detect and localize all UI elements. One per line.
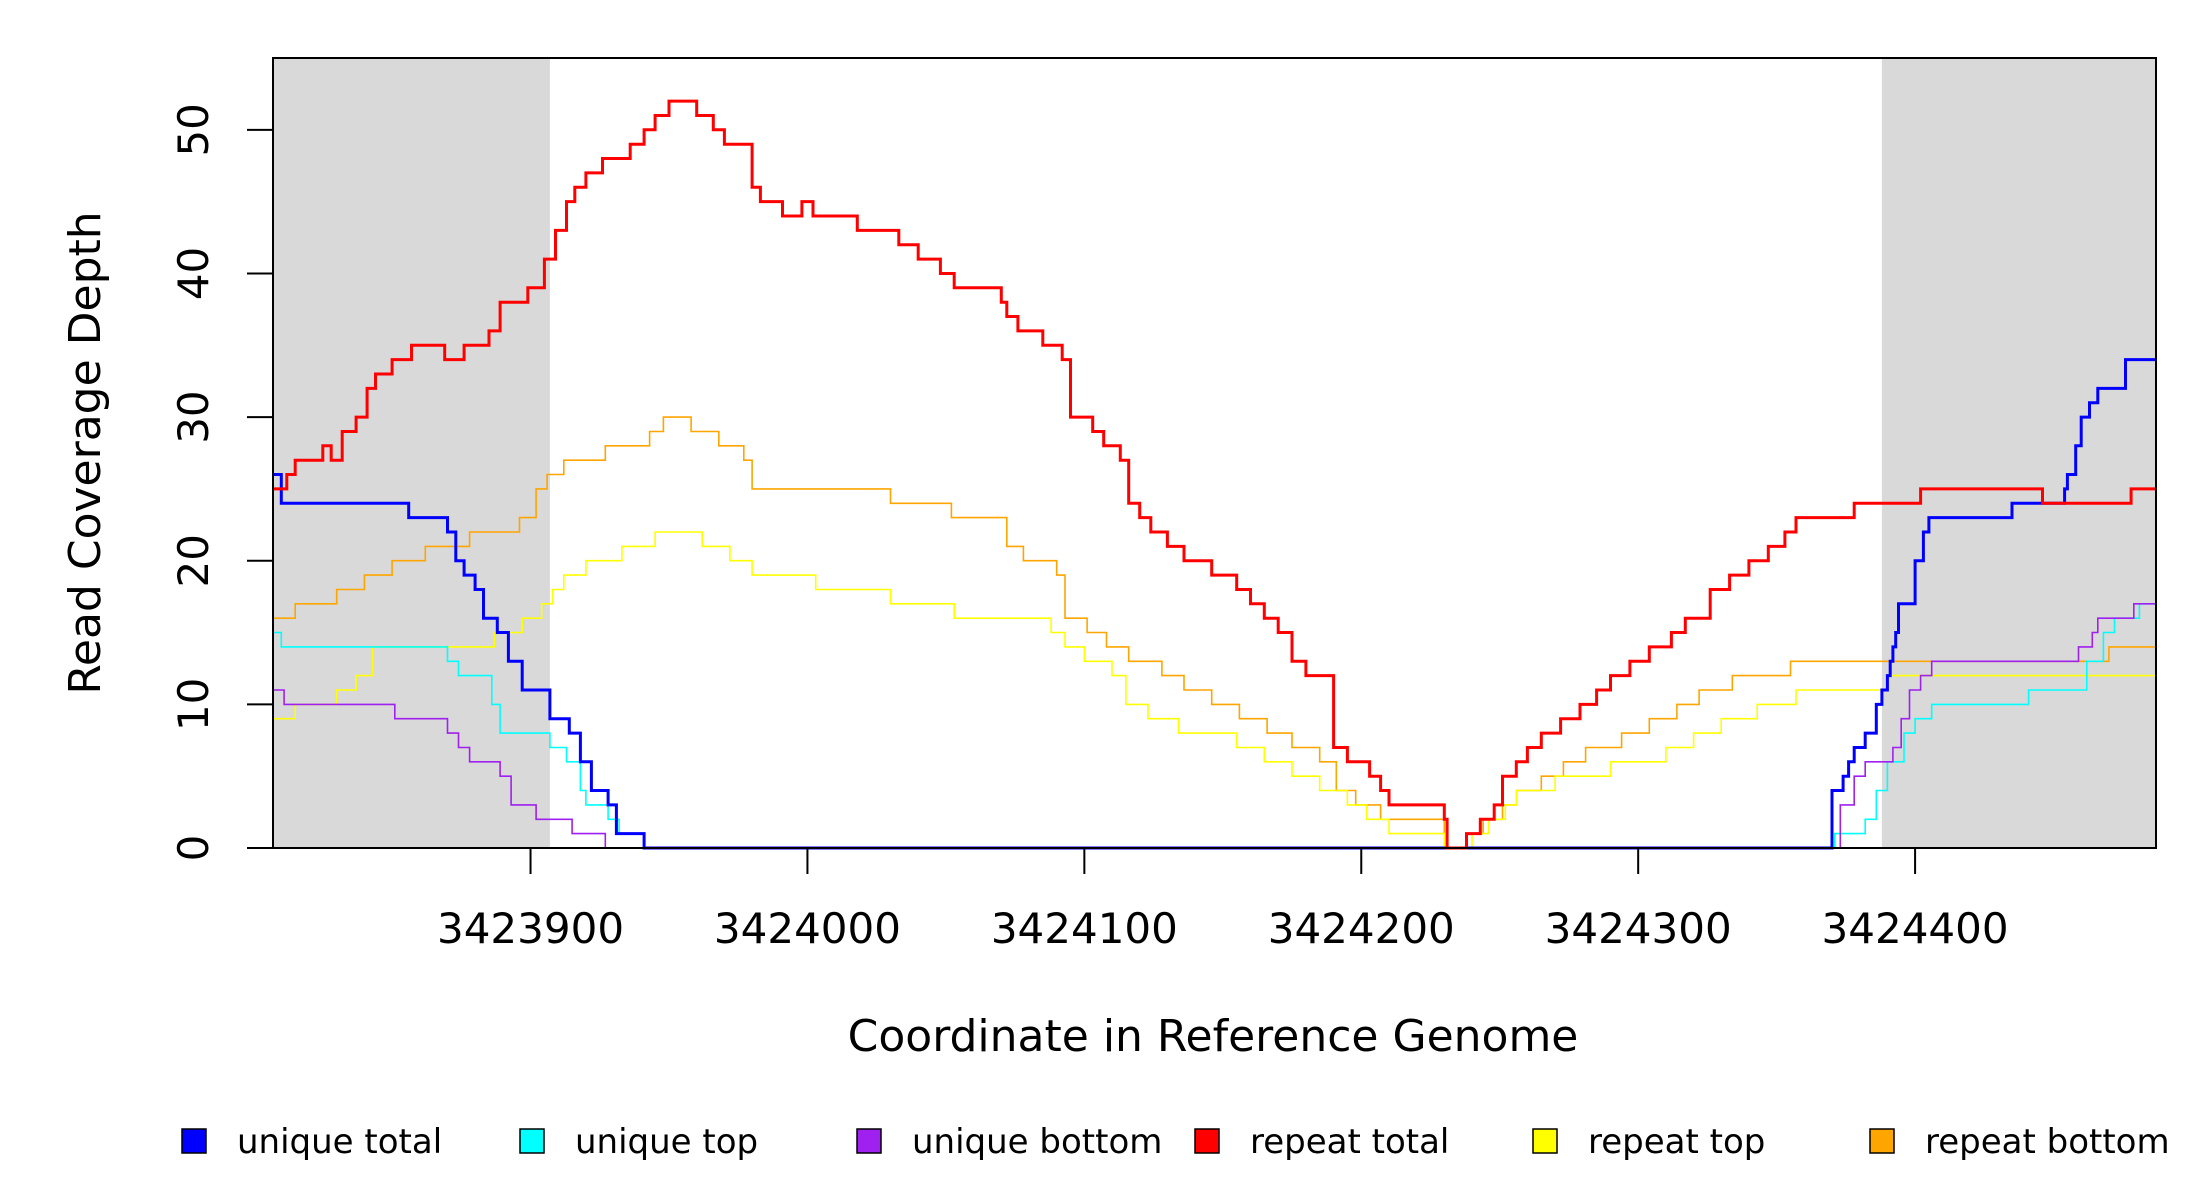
legend-label-repeat-total: repeat total — [1250, 1122, 1449, 1162]
x-tick-label: 3423900 — [437, 904, 624, 953]
series-lines — [273, 99, 2156, 850]
y-tick-label: 10 — [169, 678, 218, 731]
legend-label-unique-top: unique top — [575, 1122, 758, 1162]
y-tick-label: 30 — [169, 390, 218, 443]
x-axis-title: Coordinate in Reference Genome — [848, 1011, 1579, 1062]
shaded-regions — [273, 58, 2156, 848]
legend: unique total unique top unique bottom repea… — [181, 1122, 2170, 1162]
plot-frame — [272, 57, 2157, 849]
series-unique-bottom — [273, 603, 2156, 849]
y-tick-label: 50 — [169, 103, 218, 156]
series-repeat-total — [273, 99, 2156, 850]
y-axis-title: Read Coverage Depth — [60, 211, 111, 694]
y-tick-label: 20 — [169, 534, 218, 587]
y-tick-label: 0 — [169, 835, 218, 862]
legend-label-repeat-top: repeat top — [1588, 1122, 1765, 1162]
legend-swatch-repeat-top — [1532, 1128, 1558, 1154]
legend-swatch-unique-top — [519, 1128, 545, 1154]
axes: 3423900 3424000 3424100 3424200 3424300 34244… — [169, 103, 2009, 953]
legend-swatch-repeat-total — [1194, 1128, 1220, 1154]
series-unique-top — [273, 603, 2156, 849]
shaded-region-2 — [1881, 58, 2156, 848]
shaded-region-1 — [273, 58, 550, 848]
legend-label-repeat-bottom: repeat bottom — [1925, 1122, 2170, 1162]
x-tick-label: 3424000 — [714, 904, 901, 953]
series-repeat-bottom — [273, 416, 2156, 849]
y-tick-label: 40 — [169, 247, 218, 300]
legend-swatch-repeat-bottom — [1869, 1128, 1895, 1154]
series-unique-total — [273, 358, 2156, 850]
legend-label-unique-total: unique total — [237, 1122, 442, 1162]
x-tick-label: 3424400 — [1822, 904, 2009, 953]
legend-swatch-unique-total — [181, 1128, 207, 1154]
series-repeat-top — [273, 531, 2156, 849]
x-tick-label: 3424200 — [1268, 904, 1455, 953]
legend-swatch-unique-bottom — [856, 1128, 882, 1154]
x-tick-label: 3424100 — [991, 904, 1178, 953]
x-tick-label: 3424300 — [1545, 904, 1732, 953]
legend-label-unique-bottom: unique bottom — [912, 1122, 1162, 1162]
